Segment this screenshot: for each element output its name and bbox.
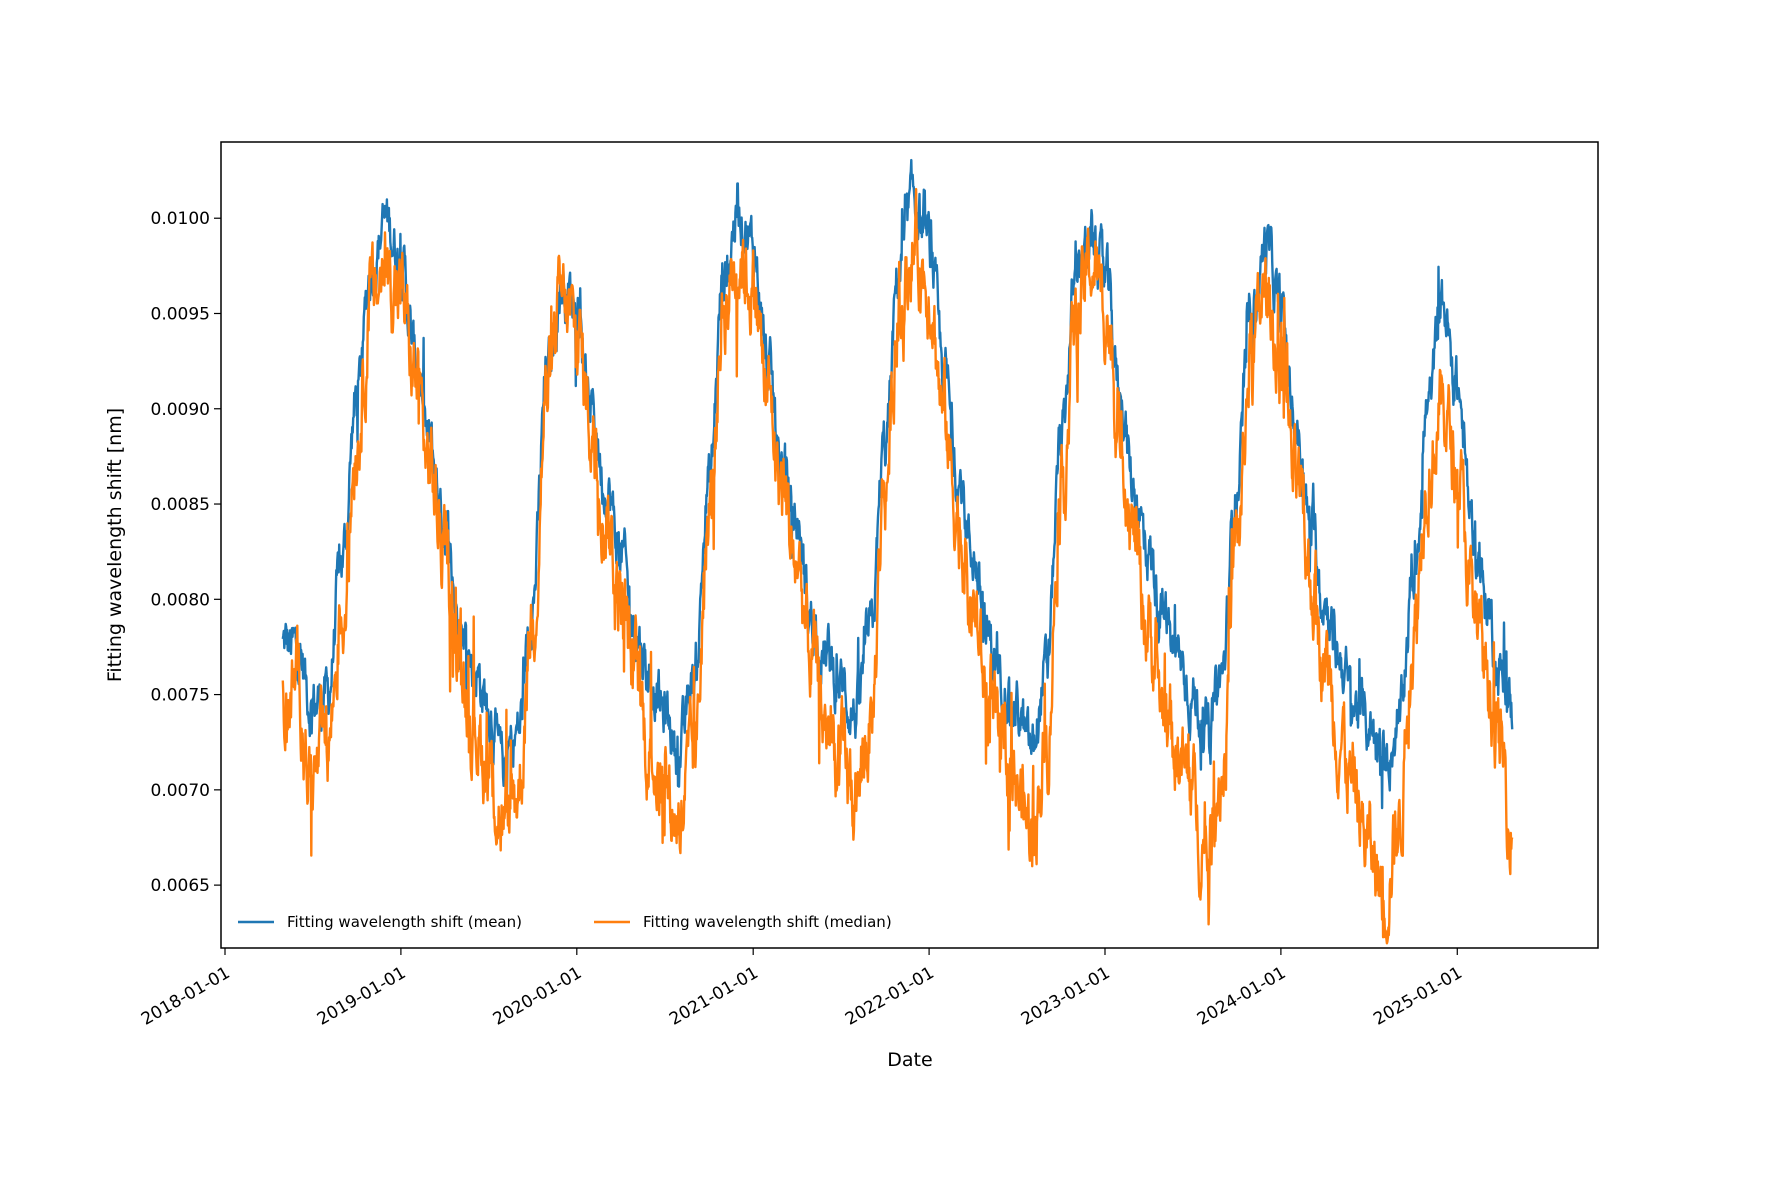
y-tick-label: 0.0100 <box>151 209 210 229</box>
y-tick-label: 0.0075 <box>151 686 210 706</box>
y-axis: 0.0065 0.0070 0.0075 0.0080 0.0085 0.0090 0.00… <box>151 209 221 896</box>
legend-label-mean: Fitting wavelength shift (mean) <box>287 913 522 931</box>
legend-label-median: Fitting wavelength shift (median) <box>643 913 892 931</box>
y-tick-label: 0.0080 <box>151 590 210 610</box>
plot-frame <box>220 141 1599 949</box>
y-tick-label: 0.0065 <box>151 876 210 896</box>
y-tick-label: 0.0090 <box>151 400 210 420</box>
legend: Fitting wavelength shift (mean) Fitting … <box>238 913 892 931</box>
y-tick-label: 0.0070 <box>151 781 210 801</box>
y-axis-label: Fitting wavelength shift [nm] <box>104 408 126 682</box>
x-axis-label: Date <box>887 1049 932 1071</box>
series-layer <box>281 158 1514 945</box>
y-tick-label: 0.0095 <box>151 304 210 324</box>
series-line-median <box>281 187 1514 945</box>
y-tick-label: 0.0085 <box>151 495 210 515</box>
